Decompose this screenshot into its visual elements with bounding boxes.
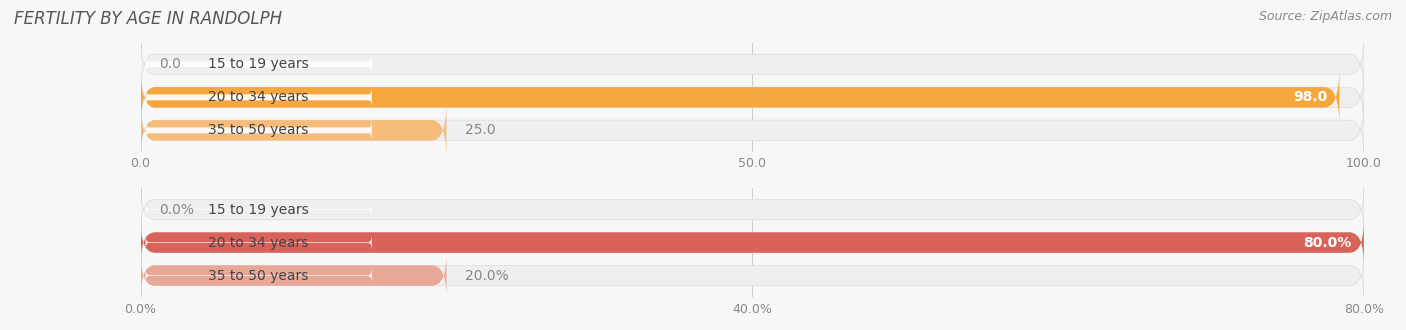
FancyBboxPatch shape — [145, 119, 371, 141]
FancyBboxPatch shape — [141, 101, 1364, 160]
FancyBboxPatch shape — [141, 221, 1364, 264]
FancyBboxPatch shape — [141, 68, 1364, 127]
Text: 0.0: 0.0 — [159, 57, 181, 71]
FancyBboxPatch shape — [145, 53, 371, 75]
FancyBboxPatch shape — [145, 86, 371, 108]
Text: FERTILITY BY AGE IN RANDOLPH: FERTILITY BY AGE IN RANDOLPH — [14, 10, 283, 28]
FancyBboxPatch shape — [141, 101, 447, 160]
FancyBboxPatch shape — [141, 188, 1364, 231]
Text: 20.0%: 20.0% — [465, 269, 509, 282]
Text: 80.0%: 80.0% — [1303, 236, 1351, 249]
Text: 25.0: 25.0 — [465, 123, 495, 137]
Text: 20 to 34 years: 20 to 34 years — [208, 90, 309, 104]
FancyBboxPatch shape — [141, 35, 1364, 94]
FancyBboxPatch shape — [141, 68, 1340, 127]
Text: 35 to 50 years: 35 to 50 years — [208, 123, 309, 137]
Text: 15 to 19 years: 15 to 19 years — [208, 203, 309, 216]
Text: 0.0%: 0.0% — [159, 203, 194, 216]
Text: Source: ZipAtlas.com: Source: ZipAtlas.com — [1258, 10, 1392, 23]
FancyBboxPatch shape — [145, 234, 371, 251]
FancyBboxPatch shape — [141, 254, 447, 297]
Text: 35 to 50 years: 35 to 50 years — [208, 269, 309, 282]
FancyBboxPatch shape — [141, 221, 1364, 264]
FancyBboxPatch shape — [141, 254, 1364, 297]
FancyBboxPatch shape — [145, 201, 371, 218]
Text: 20 to 34 years: 20 to 34 years — [208, 236, 309, 249]
FancyBboxPatch shape — [145, 267, 371, 284]
Text: 15 to 19 years: 15 to 19 years — [208, 57, 309, 71]
Text: 98.0: 98.0 — [1294, 90, 1327, 104]
